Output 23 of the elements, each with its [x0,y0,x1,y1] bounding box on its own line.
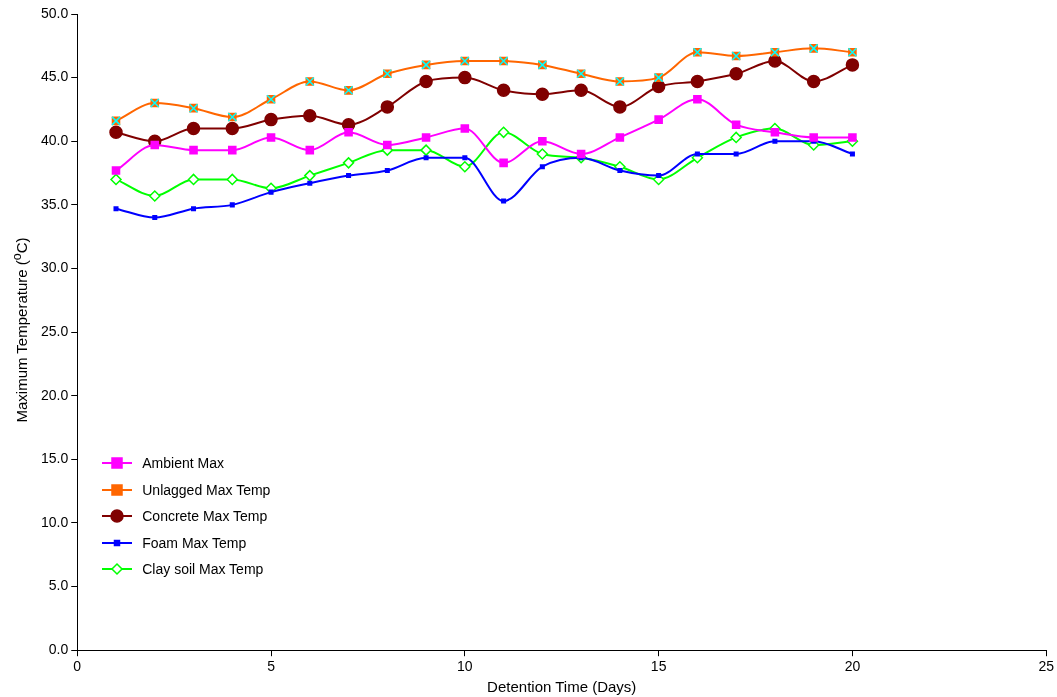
x-tick-label: 10 [457,658,473,675]
x-tick-label: 5 [267,658,276,675]
legend-label: Unlagged Max Temp [142,481,271,498]
y-tick-label: 25.0 [41,322,69,339]
y-tick-label: 40.0 [41,132,69,149]
legend-label: Concrete Max Temp [142,508,268,525]
y-tick-label: 20.0 [41,386,69,403]
x-tick-label: 15 [650,658,667,675]
y-tick-label: 50.0 [41,4,69,21]
y-tick-label: 10.0 [41,513,69,530]
x-tick-label: 0 [73,658,82,675]
x-axis-title: Detention Time (Days) [487,678,637,696]
x-tick-label: 25 [1038,658,1055,675]
y-tick-label: 35.0 [41,195,69,212]
y-tick-label: 45.0 [41,68,69,85]
y-tick-label: 5.0 [48,577,69,594]
y-tick-label: 0.0 [48,641,69,658]
x-tick-label: 20 [844,658,861,675]
y-tick-label: 30.0 [41,259,69,276]
legend-label: Ambient Max [142,455,224,472]
legend-label: Foam Max Temp [142,534,247,551]
legend-label: Clay soil Max Temp [142,561,264,578]
y-tick-label: 15.0 [41,450,69,467]
